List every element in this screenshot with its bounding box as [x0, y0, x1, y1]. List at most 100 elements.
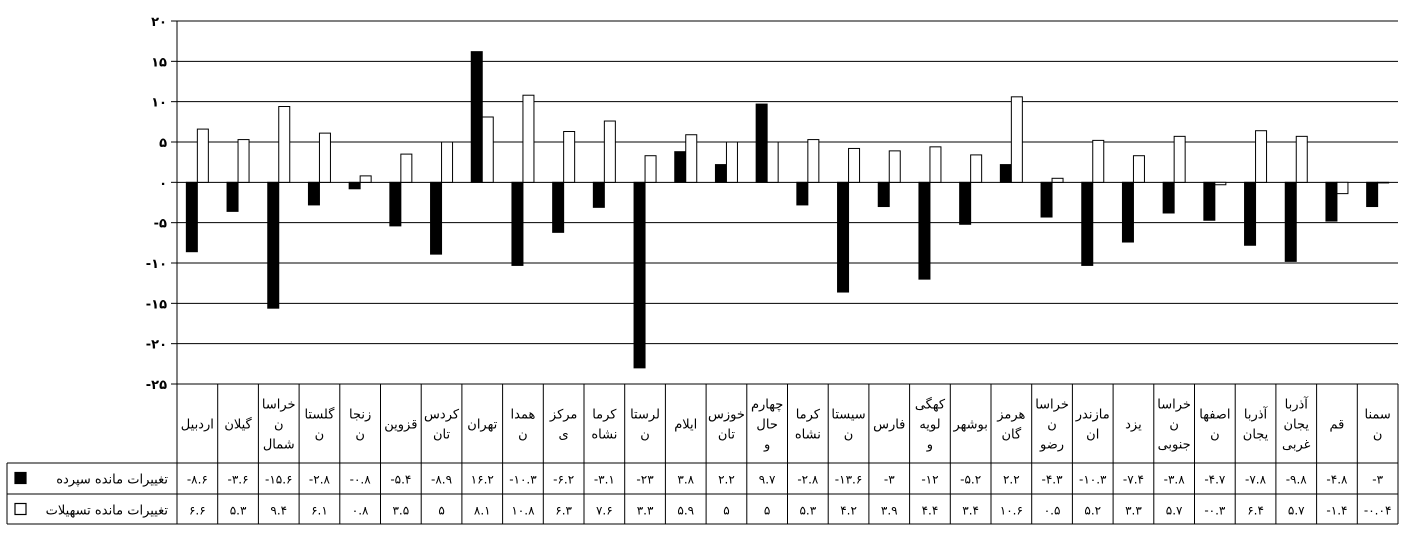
data-label: -۰.۸	[350, 473, 372, 487]
category-label: گیلان	[224, 417, 252, 433]
data-label: ۷.۶	[596, 504, 613, 518]
category-label: قم	[1330, 418, 1345, 433]
data-label: -۳	[884, 473, 895, 487]
data-label: -۸.۶	[187, 473, 208, 487]
data-label: ۴.۲	[840, 504, 857, 518]
bar-facility-change	[725, 141, 738, 183]
y-tick-label: -۲۵	[146, 378, 167, 393]
data-label: ۲.۲	[1003, 473, 1020, 487]
category-label: و	[763, 438, 770, 453]
bar-deposit-change	[1121, 181, 1134, 243]
data-label: -۲.۸	[797, 473, 819, 487]
data-label: -۰.۳	[1204, 504, 1226, 518]
category-label: خراسا	[1157, 398, 1191, 413]
category-label: خراسا	[1035, 398, 1069, 413]
bar-deposit-change	[1162, 181, 1175, 214]
data-label: ۶.۴	[1247, 504, 1264, 518]
bar-facility-change	[1377, 181, 1390, 184]
bar-deposit-change	[959, 181, 972, 225]
category-label: خوزس	[708, 408, 745, 423]
y-tick-label: ۱۵	[151, 55, 167, 70]
bar-facility-change	[196, 128, 209, 183]
bar-facility-change	[970, 154, 983, 183]
y-tick-label: ۵	[159, 136, 167, 151]
data-label: -۰.۰۴	[1364, 504, 1391, 518]
bar-deposit-change	[999, 164, 1012, 183]
bar-deposit-change	[307, 181, 320, 206]
category-label: ن	[1210, 428, 1220, 443]
bar-deposit-change	[348, 181, 361, 190]
bar-deposit-change	[470, 51, 483, 183]
bar-deposit-change	[755, 103, 768, 183]
bar-facility-change	[522, 94, 535, 183]
category-label: لرستا	[630, 408, 660, 423]
category-label: سیستا	[831, 408, 865, 423]
category-label: اردبیل	[181, 418, 214, 433]
bar-facility-change	[1336, 181, 1349, 195]
bar-deposit-change	[185, 181, 198, 253]
category-label: ن	[355, 428, 365, 443]
category-label: جنوبی	[1158, 438, 1191, 453]
data-label: ۳.۹	[881, 504, 898, 518]
bar-deposit-change	[1203, 181, 1216, 221]
category-label: ن	[640, 428, 650, 443]
data-label: ۵	[723, 504, 729, 518]
data-label: -۳	[1372, 473, 1383, 487]
data-label: -۱۰.۳	[1079, 473, 1107, 487]
data-label: -۳.۱	[594, 473, 615, 487]
legend-series-name: تغییرات مانده سپرده	[56, 473, 168, 488]
data-label: -۲۳	[636, 473, 654, 487]
category-label: سمنا	[1365, 408, 1391, 423]
category-label: چهارم	[751, 398, 783, 413]
bar-deposit-change	[877, 181, 890, 208]
data-label: ۱۶.۲	[471, 473, 494, 487]
data-label: -۵.۲	[960, 473, 981, 487]
category-label: تهران	[467, 418, 497, 433]
data-label: ۶.۶	[189, 504, 206, 518]
category-label: حال	[756, 418, 777, 433]
bar-facility-change	[807, 139, 820, 183]
bar-facility-change	[1173, 135, 1186, 183]
category-label: فارس	[873, 418, 905, 433]
data-label: -۴.۸	[1326, 473, 1348, 487]
category-label: گلستا	[304, 407, 335, 423]
bar-facility-change	[1010, 96, 1023, 183]
bar-deposit-change	[837, 181, 850, 293]
category-label: یزد	[1125, 418, 1142, 433]
bar-facility-change	[644, 155, 657, 183]
data-label: ۹.۷	[759, 473, 776, 487]
data-label: ۰.۸	[352, 504, 369, 518]
bar-deposit-change	[1040, 181, 1053, 218]
bar-facility-change	[400, 153, 413, 183]
bar-facility-change	[766, 141, 779, 183]
data-label: -۳.۶	[228, 473, 249, 487]
category-label: گان	[1001, 427, 1022, 443]
category-label: و	[926, 438, 933, 453]
bar-deposit-change	[1244, 181, 1257, 246]
bar-facility-change	[929, 146, 942, 183]
data-label: ۱۰.۸	[511, 504, 535, 518]
data-label: ۶.۳	[555, 504, 572, 518]
bar-facility-change	[1092, 139, 1105, 183]
category-label: شمال	[263, 438, 295, 453]
category-label: ن	[274, 418, 284, 433]
data-label: ۵	[438, 504, 444, 518]
bar-deposit-change	[592, 181, 605, 208]
category-label: کهگی	[915, 397, 946, 413]
category-label: خراسا	[262, 398, 296, 413]
category-label: لویه	[919, 418, 940, 433]
data-label: -۴.۳	[1042, 473, 1064, 487]
category-label: کردس	[424, 408, 460, 423]
data-label: -۳.۸	[1164, 473, 1186, 487]
legend-marker-facility	[14, 502, 27, 516]
legend-marker-deposit	[14, 471, 27, 485]
data-label: -۹.۸	[1286, 473, 1308, 487]
data-label: -۱۵.۶	[265, 473, 292, 487]
bar-deposit-change	[1325, 181, 1338, 222]
data-label: ۵.۹	[677, 504, 694, 518]
bar-facility-change	[1132, 155, 1145, 183]
category-label: تان	[433, 428, 451, 443]
bar-deposit-change	[511, 181, 524, 266]
data-label: ۹.۴	[270, 504, 287, 518]
category-label: یجان	[1283, 418, 1309, 433]
